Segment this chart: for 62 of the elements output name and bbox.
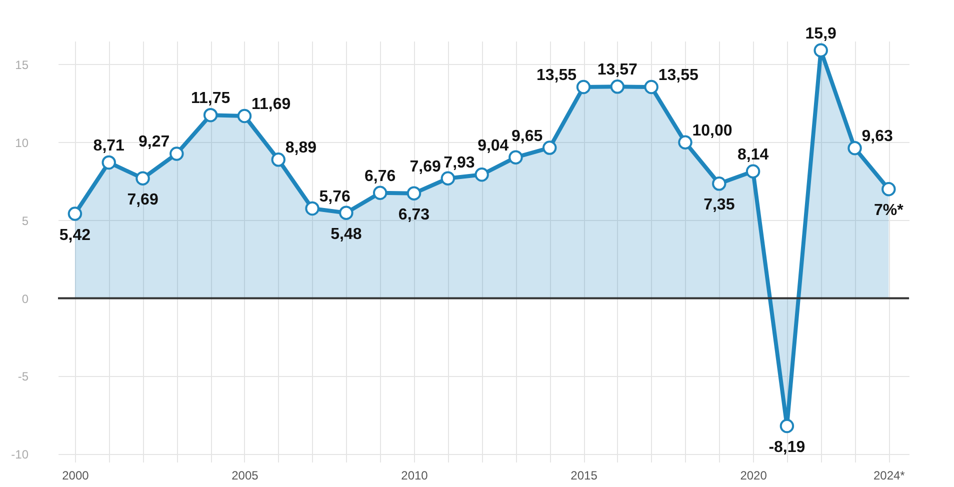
data-label: 5,76: [319, 188, 351, 206]
data-label: 13,55: [658, 67, 698, 84]
data-label: 8,71: [93, 137, 125, 154]
point: [712, 176, 726, 191]
x-tick-label: 2024*: [873, 468, 906, 482]
data-label: 11,75: [190, 90, 230, 108]
data-label: 9,63: [862, 128, 893, 146]
x-tick-label: 2010: [401, 468, 428, 482]
data-label: 10,00: [692, 122, 732, 140]
y-tick-label: 5: [22, 214, 29, 228]
point: [440, 171, 456, 186]
point: [474, 168, 489, 182]
data-label: 13,57: [597, 62, 638, 79]
point: [508, 150, 523, 164]
x-tick-label: 2015: [570, 468, 598, 482]
data-label: 7,69: [410, 158, 441, 176]
point: [237, 108, 252, 124]
point: [305, 201, 320, 216]
x-tick-label: 2020: [740, 468, 768, 482]
data-label: 13,55: [536, 67, 577, 84]
data-label: 15,9: [805, 25, 837, 42]
point: [68, 206, 82, 221]
point: [406, 186, 422, 200]
point: [610, 80, 625, 94]
x-tick-label: 2000: [62, 468, 90, 482]
data-label: 5,48: [330, 226, 362, 243]
point: [848, 141, 862, 156]
x-tick-label: 2005: [232, 468, 259, 482]
data-label: 7,35: [704, 196, 735, 214]
data-label: 9,04: [478, 137, 509, 154]
data-label: 7,93: [444, 154, 475, 172]
data-label: 11,69: [251, 96, 291, 113]
data-label: 6,73: [398, 206, 430, 224]
data-label: 9,65: [511, 128, 543, 145]
point: [746, 164, 760, 178]
point: [271, 152, 286, 167]
y-tick-label: 0: [22, 292, 29, 306]
point: [814, 43, 828, 58]
y-tick-label: 15: [15, 58, 29, 72]
point: [882, 182, 896, 196]
data-label: 7,69: [127, 191, 158, 208]
point: [170, 146, 184, 161]
point: [576, 80, 591, 94]
y-tick-label: -5: [18, 370, 29, 384]
point: [372, 186, 388, 200]
data-label: 9,27: [138, 134, 170, 151]
y-tick-label: 10: [15, 136, 29, 150]
data-label: 7%*: [874, 202, 904, 220]
point: [102, 155, 116, 170]
y-tick-label: -10: [11, 448, 29, 462]
data-label: 8,89: [285, 140, 317, 157]
data-label: 8,14: [737, 146, 769, 164]
point: [542, 140, 557, 155]
point: [339, 206, 354, 220]
data-label: -8,19: [768, 438, 806, 456]
point: [780, 418, 794, 434]
point: [644, 80, 658, 94]
point: [678, 135, 692, 150]
data-label: 6,76: [364, 168, 396, 185]
point: [203, 108, 218, 122]
point: [136, 171, 150, 186]
data-label: 5,42: [59, 226, 91, 244]
